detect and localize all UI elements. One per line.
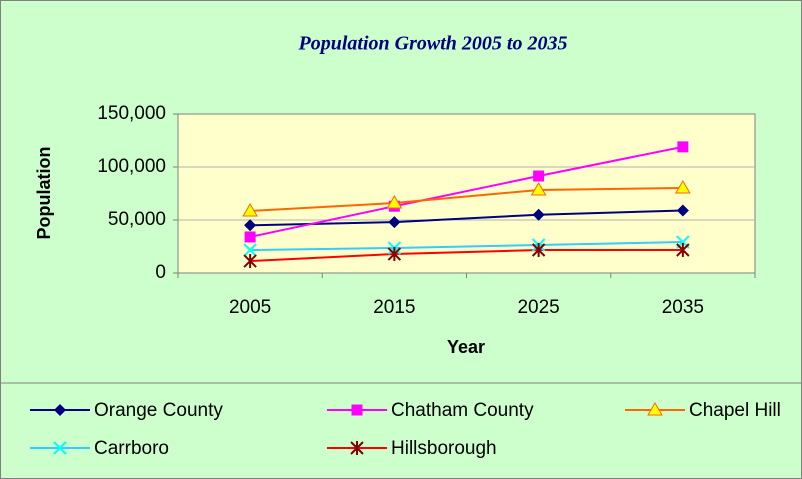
marker: [388, 216, 401, 229]
marker: [387, 247, 402, 262]
x-tick-label: 2015: [373, 297, 415, 318]
x-tick-label: 2025: [517, 297, 559, 318]
marker: [244, 219, 257, 232]
y-tick-label: 100,000: [97, 156, 166, 177]
marker: [676, 204, 689, 217]
chart-title: Population Growth 2005 to 2035: [298, 33, 568, 55]
legend-label: Orange County: [94, 400, 223, 421]
x-tick-label: 2005: [229, 297, 271, 318]
marker: [242, 202, 258, 217]
marker: [243, 254, 257, 269]
marker: [54, 404, 66, 416]
marker: [53, 441, 67, 455]
y-tick-label: 0: [155, 262, 166, 283]
legend-label: Hillsborough: [391, 438, 497, 459]
marker: [530, 182, 547, 196]
series-line: [250, 248, 683, 263]
y-tick-label: 150,000: [97, 103, 166, 124]
series-line: [250, 186, 683, 212]
marker: [386, 195, 403, 209]
x-tick-label: 2035: [662, 297, 704, 318]
marker: [532, 208, 545, 221]
x-axis-title: Year: [447, 337, 485, 357]
legend-label: Chapel Hill: [689, 400, 781, 421]
series-line: [250, 241, 683, 251]
marker: [675, 179, 691, 194]
marker: [531, 242, 546, 257]
series-line: [250, 209, 683, 227]
marker: [351, 404, 363, 416]
marker: [533, 170, 545, 182]
marker: [243, 243, 257, 257]
y-tick-label: 50,000: [108, 209, 166, 230]
legend-label: Chatham County: [391, 400, 534, 421]
series-line: [249, 145, 684, 238]
marker: [677, 141, 689, 153]
y-axis-title: Population: [34, 147, 54, 240]
marker: [350, 441, 364, 455]
marker: [647, 402, 663, 416]
legend-label: Carrboro: [94, 438, 169, 459]
marker: [676, 242, 690, 257]
marker: [244, 231, 256, 243]
